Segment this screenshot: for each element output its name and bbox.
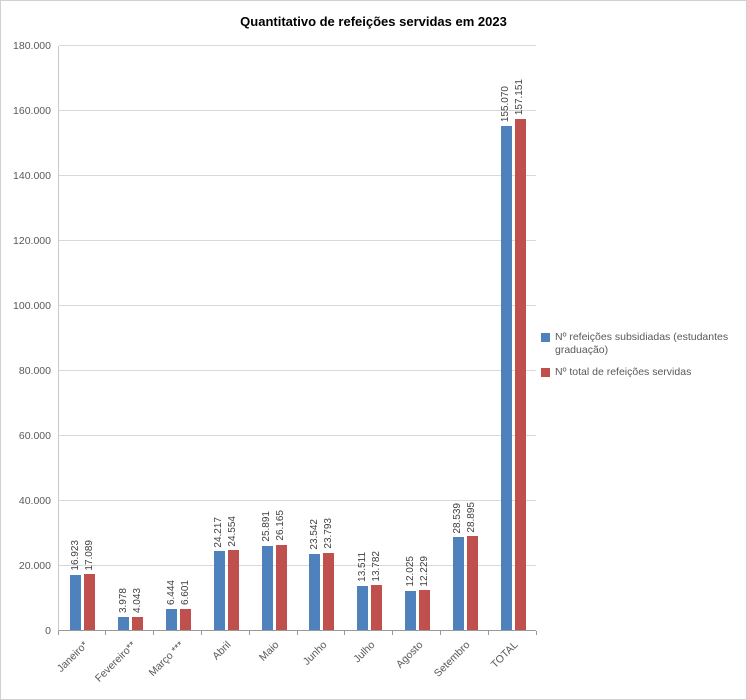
bar-value-label: 24.554 bbox=[227, 515, 239, 547]
bar-value-label: 17.089 bbox=[83, 539, 95, 571]
gridline bbox=[59, 370, 536, 371]
bar-subsidiadas bbox=[452, 537, 464, 630]
bar-value-label: 28.539 bbox=[452, 502, 464, 534]
legend: Nº refeições subsidiadas (estudantes gra… bbox=[541, 331, 741, 388]
gridline bbox=[59, 565, 536, 566]
chart-title: Quantitativo de refeições servidas em 20… bbox=[240, 14, 507, 29]
x-tick-mark bbox=[344, 631, 346, 635]
y-tick-label: 180.000 bbox=[13, 40, 51, 52]
bar-value-label: 13.511 bbox=[356, 552, 368, 583]
bar-value-label: 26.165 bbox=[275, 510, 287, 541]
bar-subsidiadas bbox=[213, 551, 225, 630]
bar-total bbox=[514, 119, 526, 630]
bar-value-label: 13.782 bbox=[370, 550, 382, 582]
bar-value-label: 12.229 bbox=[418, 555, 430, 587]
y-tick-label: 160.000 bbox=[13, 105, 51, 117]
bar-value-label: 12.025 bbox=[404, 556, 416, 587]
bar-value-label: 16.923 bbox=[69, 540, 81, 572]
x-tick-mark bbox=[439, 631, 441, 635]
y-axis: 0 20.000 40.000 60.000 80.000 100.000 120.000 1… bbox=[1, 40, 51, 637]
bar-total bbox=[132, 616, 144, 630]
legend-label: Nº total de refeições servidas bbox=[555, 366, 692, 378]
bar-subsidiadas bbox=[500, 126, 512, 630]
legend-swatch bbox=[541, 333, 550, 342]
bar-value-label: 155.070 bbox=[500, 85, 512, 123]
y-tick-label: 100.000 bbox=[13, 300, 51, 312]
bar-total bbox=[227, 550, 239, 630]
gridline bbox=[59, 435, 536, 436]
y-tick-label: 140.000 bbox=[13, 170, 51, 182]
y-tick-label: 120.000 bbox=[13, 235, 51, 247]
y-tick-label: 40.000 bbox=[18, 495, 51, 507]
bar-subsidiadas bbox=[166, 609, 177, 630]
bar-total bbox=[419, 590, 430, 630]
gridline bbox=[59, 240, 536, 241]
bar-value-label: 23.542 bbox=[308, 518, 320, 550]
bar-value-label: 6.444 bbox=[165, 580, 177, 606]
x-tick-mark bbox=[392, 631, 394, 635]
x-tick-mark bbox=[296, 631, 298, 635]
bar-value-label: 3.978 bbox=[117, 588, 129, 614]
y-tick-label: 80.000 bbox=[18, 365, 51, 377]
x-tick-mark bbox=[57, 631, 59, 635]
bar-value-label: 28.895 bbox=[466, 501, 478, 533]
bar-subsidiadas bbox=[118, 617, 130, 630]
bar-subsidiadas bbox=[405, 590, 416, 630]
y-tick-label: 60.000 bbox=[18, 430, 51, 442]
bar-total bbox=[466, 536, 478, 630]
x-tick-mark bbox=[200, 631, 202, 635]
x-tick-mark bbox=[487, 631, 489, 635]
bar-subsidiadas bbox=[70, 575, 82, 630]
bar-total bbox=[371, 585, 383, 630]
legend-swatch bbox=[541, 368, 550, 377]
plot-area: 16.923 17.089 3.978 4.043 6.444 6.601 24.217 24… bbox=[58, 45, 536, 631]
gridline bbox=[59, 305, 536, 306]
gridline bbox=[59, 110, 536, 111]
gridline bbox=[59, 175, 536, 176]
gridline bbox=[59, 500, 536, 501]
x-tick-mark bbox=[535, 631, 537, 635]
bar-total bbox=[275, 544, 287, 630]
x-tick-mark bbox=[248, 631, 250, 635]
bar-total bbox=[84, 574, 96, 630]
bar-value-label: 25.891 bbox=[261, 511, 273, 542]
bar-total bbox=[180, 608, 191, 630]
bar-value-label: 24.217 bbox=[213, 516, 225, 548]
x-axis: Janeiro* Fevereiro** Março *** Abril Maio Jun… bbox=[55, 631, 537, 699]
y-tick-label: 20.000 bbox=[18, 560, 51, 572]
y-tick-label: 0 bbox=[45, 625, 51, 637]
bar-value-label: 23.793 bbox=[322, 518, 334, 549]
x-tick-mark bbox=[153, 631, 155, 635]
bar-value-label: 4.043 bbox=[131, 587, 143, 613]
bar-subsidiadas bbox=[261, 545, 273, 630]
bar-value-label: 157.151 bbox=[514, 79, 526, 116]
bar-total bbox=[323, 552, 335, 630]
bar-subsidiadas bbox=[357, 586, 369, 630]
bar-subsidiadas bbox=[309, 553, 321, 630]
legend-label: Nº refeições subsidiadas (estudantes gra… bbox=[555, 331, 729, 356]
legend-item: Nº total de refeições servidas bbox=[541, 366, 741, 379]
bar-value-label: 6.601 bbox=[179, 579, 191, 605]
legend-item: Nº refeições subsidiadas (estudantes gra… bbox=[541, 331, 741, 357]
x-tick-mark bbox=[105, 631, 107, 635]
gridline bbox=[59, 45, 536, 46]
